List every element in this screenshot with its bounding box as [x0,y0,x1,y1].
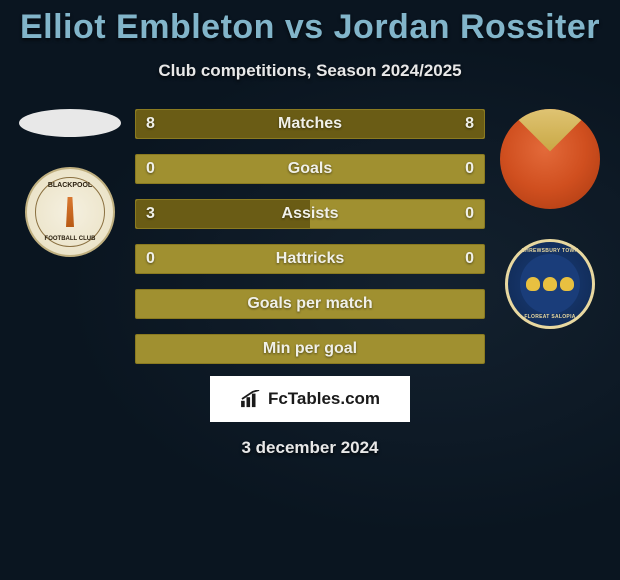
stat-label: Min per goal [263,340,357,358]
stat-value-left: 3 [146,205,155,223]
player-avatar-right [500,109,600,209]
main-area: BLACKPOOL FOOTBALL CLUB 8Matches80Goals0… [0,109,620,364]
lion-icon [560,277,574,291]
stat-row: 3 Assists 0 [135,199,485,229]
stat-row: Goals per match [135,289,485,319]
right-player-column: SHREWSBURY TOWN FLOREAT SALOPIA [495,109,605,364]
badge-inner [520,254,580,314]
left-player-column: BLACKPOOL FOOTBALL CLUB [15,109,125,364]
content-wrapper: Elliot Embleton vs Jordan Rossiter Club … [0,0,620,580]
lion-icon [543,277,557,291]
stat-value-right: 8 [465,115,474,133]
club-badge-right: SHREWSBURY TOWN FLOREAT SALOPIA [505,239,595,329]
stat-label: Hattricks [276,250,344,268]
badge-text-bot: FOOTBALL CLUB [45,236,96,242]
badge-text-bot: FLOREAT SALOPIA [524,314,575,320]
stat-value-left: 0 [146,160,155,178]
stat-value-right: 0 [465,160,474,178]
page-title: Elliot Embleton vs Jordan Rossiter [20,8,600,47]
stat-row: 0 Hattricks 0 [135,244,485,274]
chart-icon [240,390,262,408]
badge-text-top: SHREWSBURY TOWN [522,248,579,254]
tower-icon [62,197,78,227]
date-label: 3 december 2024 [241,438,378,458]
stat-label: Goals [288,160,332,178]
branding-banner: FcTables.com [210,376,410,422]
stat-value-right: 0 [465,205,474,223]
branding-text: FcTables.com [268,389,380,409]
badge-text-top: BLACKPOOL [48,182,92,189]
stat-row: Min per goal [135,334,485,364]
stat-label: Goals per match [247,295,372,313]
stat-value-left: 8 [146,115,155,133]
player-avatar-left [19,109,121,137]
stats-column: 8 Matches 8 0 Goals 0 3 Assists 0 0 Hattricks 0 Goal… [135,109,485,364]
subtitle: Club competitions, Season 2024/2025 [158,61,461,81]
stat-label: Assists [282,205,339,223]
club-badge-left: BLACKPOOL FOOTBALL CLUB [25,167,115,257]
stat-value-left: 0 [146,250,155,268]
badge-inner: BLACKPOOL FOOTBALL CLUB [35,177,105,247]
stat-value-right: 0 [465,250,474,268]
lion-icon [526,277,540,291]
stat-row: 0 Goals 0 [135,154,485,184]
stat-label: Matches [278,115,342,133]
stat-row: 8 Matches 8 [135,109,485,139]
